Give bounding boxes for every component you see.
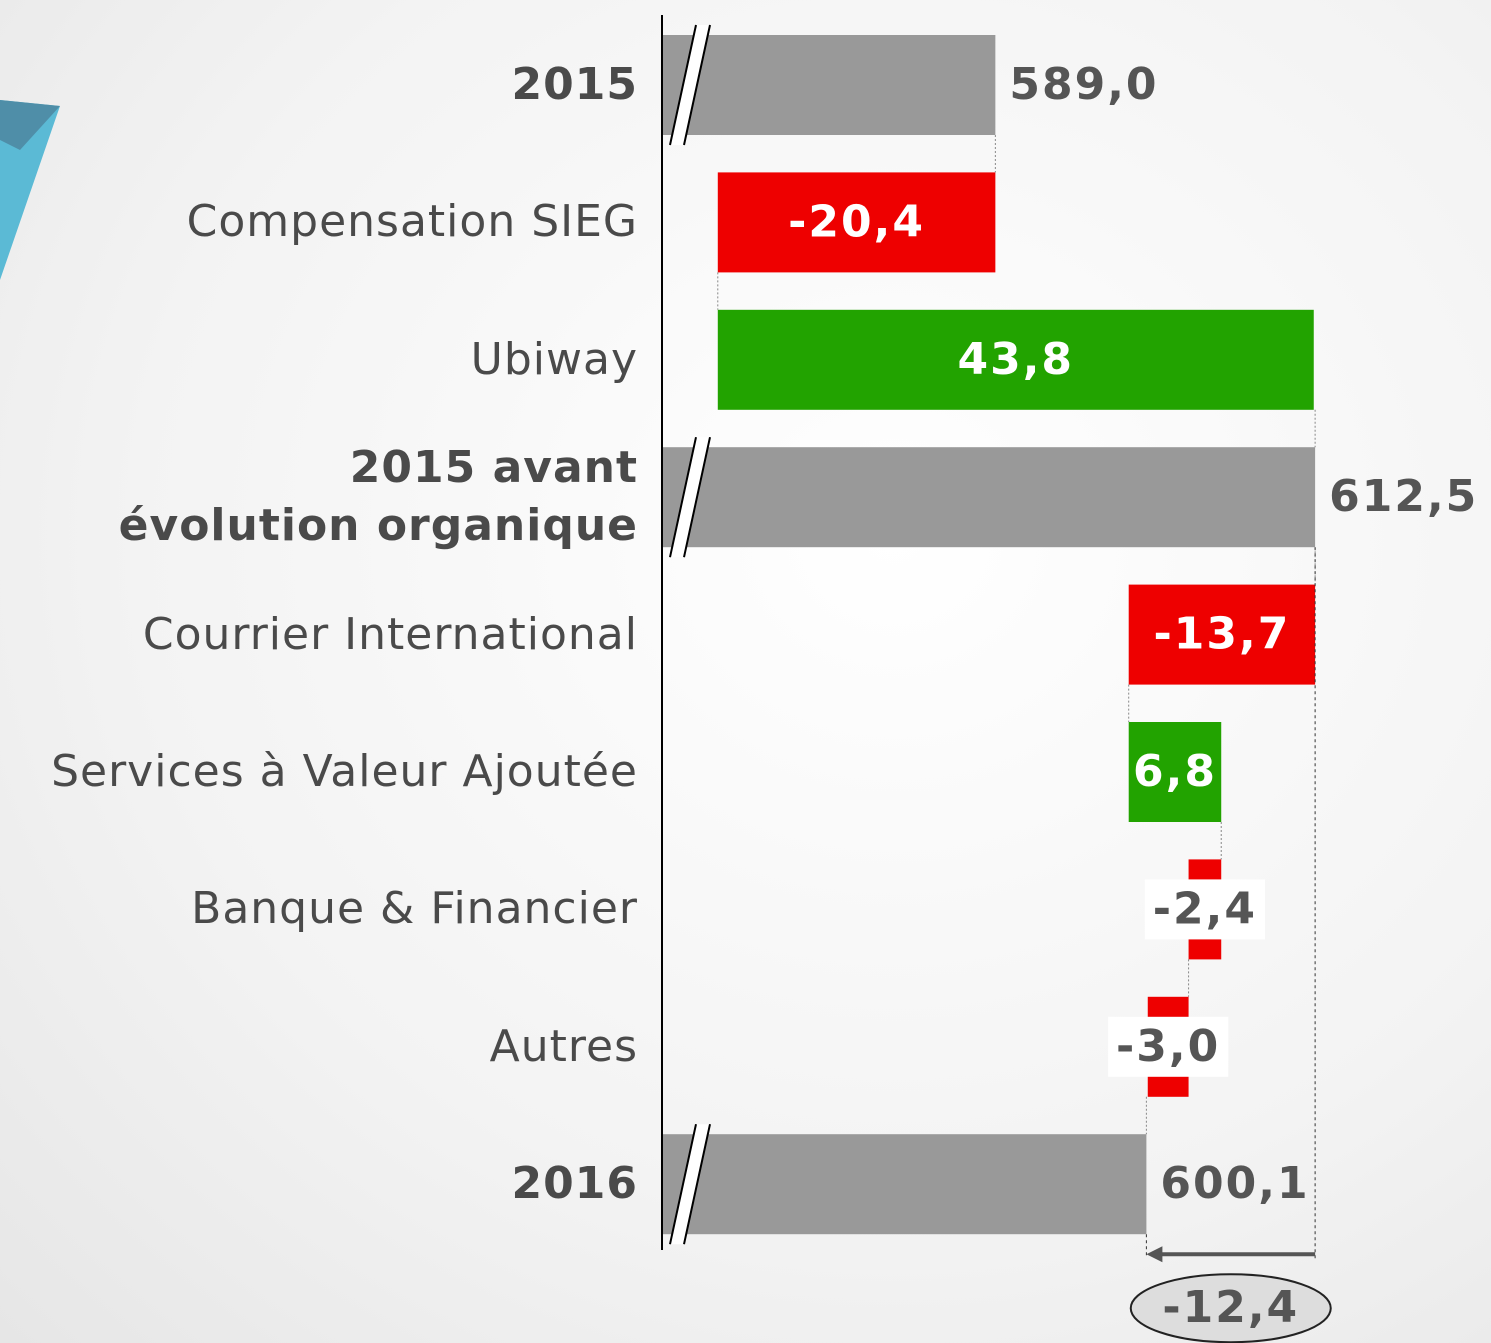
bar bbox=[662, 1134, 1147, 1235]
value-label: 6,8 bbox=[1133, 746, 1217, 797]
value-label: -3,0 bbox=[1116, 1021, 1220, 1072]
axis-break bbox=[670, 1124, 710, 1245]
bar bbox=[1128, 584, 1316, 685]
bar bbox=[662, 35, 996, 135]
value-label: -2,4 bbox=[1153, 883, 1257, 934]
annotation: -12,4 bbox=[1162, 1282, 1299, 1333]
value-label: 600,1 bbox=[1160, 1158, 1309, 1209]
value-label-bg bbox=[1144, 879, 1266, 940]
value-label: 43,8 bbox=[957, 334, 1074, 385]
axis-break-line bbox=[669, 24, 697, 146]
axis-break bbox=[670, 25, 710, 145]
bar bbox=[662, 447, 1316, 548]
bar bbox=[717, 309, 1314, 410]
category-label: 2016 bbox=[511, 1158, 638, 1210]
value-label: 612,5 bbox=[1329, 471, 1478, 522]
bar bbox=[1128, 722, 1222, 822]
category-label: Courrier International bbox=[142, 608, 638, 660]
change-arrowhead bbox=[1146, 1246, 1163, 1263]
axis-break-line bbox=[669, 1123, 697, 1245]
category-label: Banque & Financier bbox=[191, 883, 638, 935]
axis-break-line bbox=[683, 1123, 711, 1245]
category-label: 2015 avant évolution organique bbox=[118, 442, 638, 552]
category-label: Compensation SIEG bbox=[186, 196, 638, 248]
bar bbox=[717, 172, 996, 273]
axis-break-line bbox=[669, 436, 697, 558]
category-label: 2015 bbox=[511, 59, 638, 110]
value-label-bg bbox=[1108, 1016, 1229, 1077]
axis-break bbox=[670, 437, 710, 558]
category-label: Ubiway bbox=[470, 333, 638, 385]
axis-break-line bbox=[683, 24, 711, 146]
axis-break-line bbox=[683, 436, 711, 558]
category-label: Autres bbox=[489, 1020, 638, 1072]
decor-triangle-shade bbox=[0, 100, 60, 150]
value-label: -13,7 bbox=[1153, 609, 1290, 660]
annotation-bubble bbox=[1129, 1273, 1332, 1343]
value-label: -20,4 bbox=[788, 196, 925, 247]
value-label: 589,0 bbox=[1009, 59, 1158, 110]
category-label: Services à Valeur Ajoutée bbox=[51, 746, 638, 797]
